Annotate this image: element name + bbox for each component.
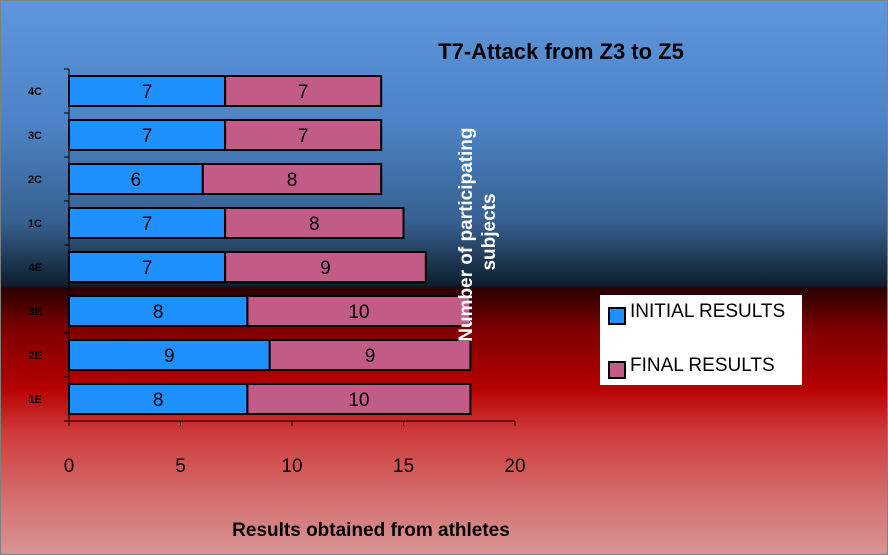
- data-label: 10: [348, 302, 369, 323]
- x-tick-label: 5: [175, 456, 186, 477]
- y-tick-label: 2C: [28, 174, 42, 186]
- data-label: 10: [348, 390, 369, 411]
- y-tick-label: 4E: [29, 262, 42, 274]
- data-label: 8: [287, 170, 298, 191]
- bar-final: [246, 295, 472, 327]
- legend-swatch-initial: [608, 307, 626, 325]
- bar-initial: [68, 383, 249, 415]
- bar-final: [268, 339, 472, 371]
- y-tick-label: 2E: [29, 350, 42, 362]
- y-tick-label: 1E: [29, 394, 42, 406]
- bar-initial: [68, 295, 249, 327]
- bar-initial: [68, 163, 204, 195]
- y-axis-title: Number of participating subjects: [456, 122, 500, 342]
- chart-legend: INITIAL RESULTS FINAL RESULTS: [600, 295, 802, 385]
- bar-initial: [68, 251, 227, 283]
- bar-final: [224, 207, 405, 239]
- x-tick-label: 15: [393, 456, 414, 477]
- data-label: 8: [153, 302, 164, 323]
- legend-entry-initial: INITIAL RESULTS: [608, 301, 800, 325]
- data-label: 9: [164, 346, 175, 367]
- y-tick-label: 3C: [28, 130, 42, 142]
- x-tick-label: 20: [504, 456, 525, 477]
- data-label: 7: [298, 82, 309, 103]
- data-label: 9: [320, 258, 331, 279]
- data-label: 7: [142, 214, 153, 235]
- data-label: 7: [142, 126, 153, 147]
- x-tick-label: 10: [281, 456, 302, 477]
- bar-final: [224, 251, 427, 283]
- legend-entry-final: FINAL RESULTS: [608, 355, 800, 379]
- bar-final: [224, 75, 383, 107]
- y-axis-title-line: Number of participating: [456, 127, 477, 341]
- data-label: 7: [142, 258, 153, 279]
- y-tick-label: 3E: [29, 306, 42, 318]
- bar-initial: [68, 207, 227, 239]
- data-label: 9: [365, 346, 376, 367]
- x-axis-title: Results obtained from athletes: [232, 520, 510, 541]
- chart-title: T7-Attack from Z3 to Z5: [438, 39, 684, 64]
- y-tick-label: 1C: [28, 218, 42, 230]
- legend-label-final: FINAL RESULTS: [630, 355, 775, 376]
- bar-final: [224, 119, 383, 151]
- data-label: 7: [298, 126, 309, 147]
- y-axis-title-line: subjects: [479, 193, 500, 270]
- data-label: 8: [309, 214, 320, 235]
- legend-label-initial: INITIAL RESULTS: [630, 301, 786, 322]
- bar-final: [246, 383, 472, 415]
- bar-initial: [68, 75, 227, 107]
- x-tick-label: 0: [64, 456, 75, 477]
- bar-final: [201, 163, 383, 195]
- data-label: 8: [153, 390, 164, 411]
- legend-swatch-final: [608, 361, 626, 379]
- data-label: 6: [131, 170, 142, 191]
- data-label: 7: [142, 82, 153, 103]
- y-tick-label: 4C: [28, 86, 42, 98]
- bar-initial: [68, 119, 227, 151]
